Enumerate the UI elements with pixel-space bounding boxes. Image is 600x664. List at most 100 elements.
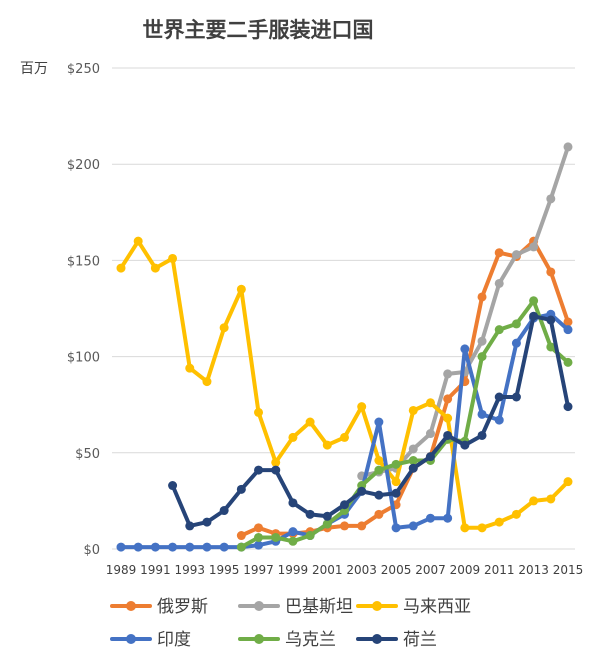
data-point [460,440,470,450]
legend-item: 巴基斯坦 [238,597,353,617]
data-point [305,417,315,427]
data-point [236,542,246,552]
data-point [202,377,212,387]
data-point [443,394,453,404]
data-point [408,463,418,473]
x-tick-label: 1993 [174,563,205,577]
data-point [563,325,573,335]
legend-item: 乌克兰 [238,630,336,650]
data-point [494,415,504,425]
legend-label: 印度 [157,630,191,650]
data-point [546,342,556,352]
series-3 [116,236,573,533]
data-point [443,369,453,379]
x-tick-label: 1997 [243,563,274,577]
x-tick-label: 2003 [346,563,377,577]
data-point [374,455,384,465]
legend-marker [254,634,264,644]
data-point [443,430,453,440]
data-point [511,319,521,329]
data-point [305,531,315,541]
legend-label: 马来西亚 [403,597,471,617]
data-point [425,452,435,462]
data-point [563,317,573,327]
legend-marker [372,601,382,611]
legend-item: 印度 [110,630,191,650]
y-tick-label: $250 [67,62,100,77]
y-unit-label: 百万 [20,61,48,77]
data-point [391,459,401,469]
data-point [425,398,435,408]
data-point [357,486,367,496]
data-point [168,481,178,491]
data-point [511,338,521,348]
data-point [408,521,418,531]
data-point [116,542,126,552]
y-axis-ticks: $0 $50 $100 $150 $200 $250 [67,62,100,558]
data-point [219,542,229,552]
data-point [374,465,384,475]
data-point [254,407,264,417]
data-point [477,430,487,440]
data-point [168,253,178,263]
data-point [563,142,573,152]
data-point [322,440,332,450]
data-point [288,536,298,546]
data-point [546,194,556,204]
data-point [271,457,281,467]
data-point [494,278,504,288]
x-tick-label: 2015 [553,563,584,577]
data-point [357,521,367,531]
data-point [443,513,453,523]
series-6 [168,311,573,531]
y-tick-label: $200 [67,158,100,173]
data-point [477,292,487,302]
legend-marker [126,634,136,644]
data-point [288,498,298,508]
data-point [254,465,264,475]
data-point [529,496,539,506]
x-tick-label: 2005 [381,563,412,577]
legend-marker [372,634,382,644]
data-point [425,513,435,523]
data-point [340,521,349,531]
x-tick-label: 1999 [278,563,309,577]
legend-label: 俄罗斯 [157,597,208,617]
data-point [202,542,212,552]
data-point [511,509,521,519]
data-point [202,517,212,527]
data-point [563,402,573,412]
x-tick-label: 1991 [140,563,171,577]
data-point [185,363,195,373]
data-point [529,242,539,252]
data-point [391,477,401,487]
data-point [236,284,246,294]
x-tick-label: 2009 [450,563,481,577]
data-point [357,402,367,412]
data-point [219,506,229,516]
data-point [288,527,298,537]
data-point [477,523,487,533]
data-point [546,267,556,277]
data-point [529,311,539,321]
data-point [322,519,332,529]
data-point [477,409,487,419]
data-point [168,542,178,552]
data-point [236,484,246,494]
data-point [460,344,470,354]
data-point [133,236,143,246]
data-point [443,413,453,423]
legend-item: 马来西亚 [356,597,471,617]
x-tick-label: 1995 [209,563,240,577]
data-point [150,263,160,273]
data-point [511,250,521,260]
data-point [546,315,556,325]
data-point [305,509,315,519]
data-point [494,517,504,527]
data-point [254,523,264,533]
x-tick-label: 2013 [518,563,549,577]
data-point [494,392,504,402]
y-tick-label: $150 [67,254,100,269]
